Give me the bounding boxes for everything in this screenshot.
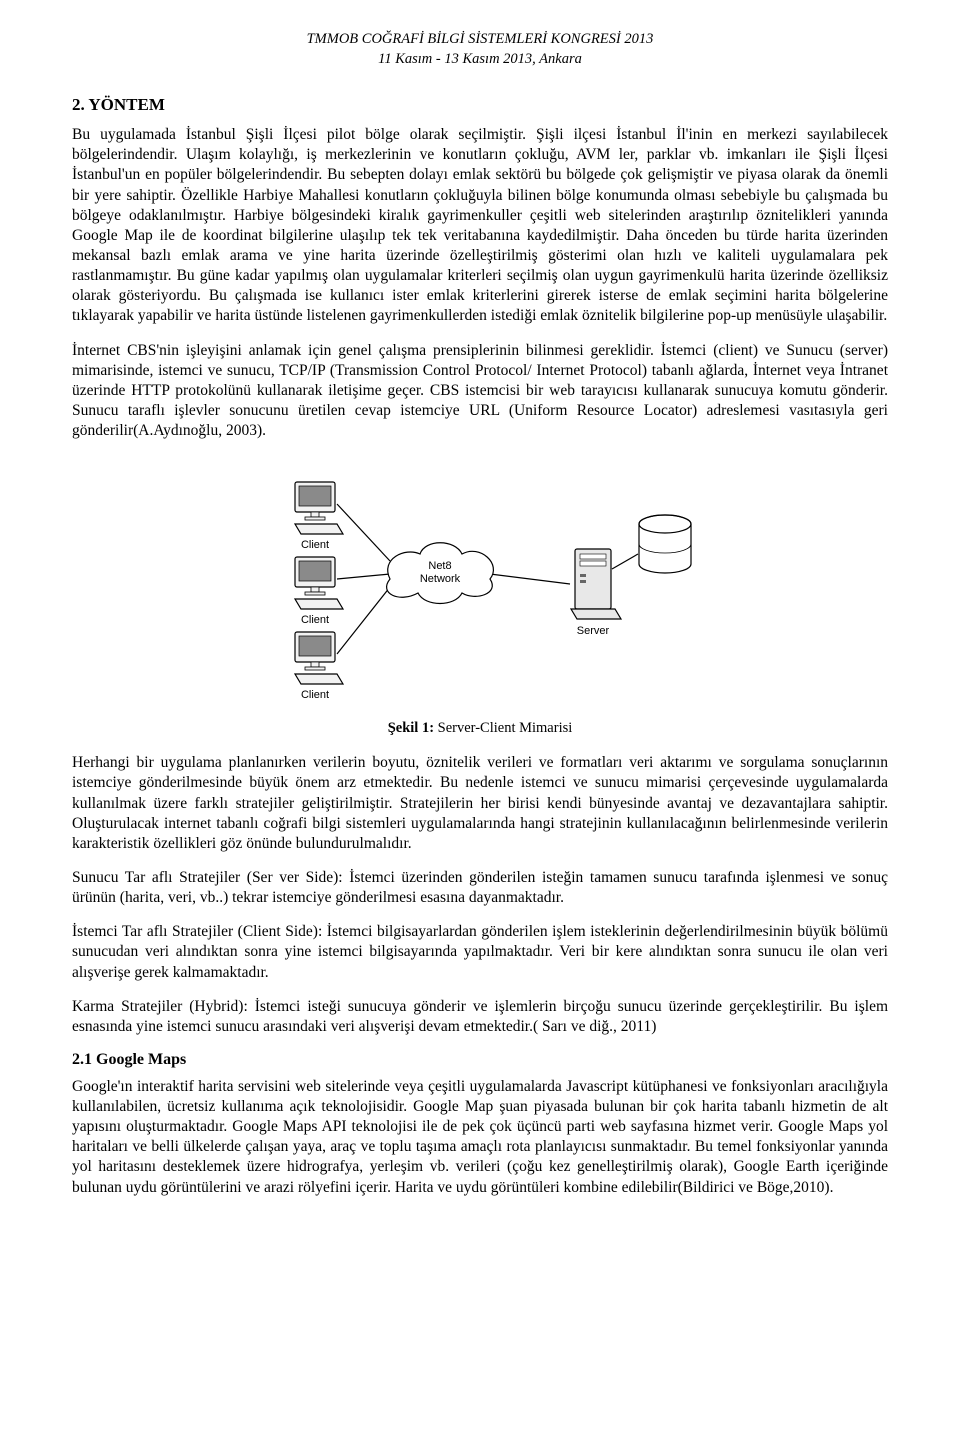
svg-text:Server: Server [577,625,610,637]
section-2-1-title: 2.1 Google Maps [72,1051,888,1069]
page: TMMOB COĞRAFİ BİLGİ SİSTEMLERİ KONGRESİ … [0,0,960,1455]
svg-text:Client: Client [301,539,329,551]
server-client-diagram: Client Client Client Net8Network Server [245,459,715,709]
paragraph-3: Herhangi bir uygulama planlanırken veril… [72,753,888,854]
running-header: TMMOB COĞRAFİ BİLGİ SİSTEMLERİ KONGRESİ … [72,30,888,69]
figure-1-caption: Şekil 1: Server-Client Mimarisi [72,720,888,737]
svg-text:Client: Client [301,614,329,626]
header-line-2: 11 Kasım - 13 Kasım 2013, Ankara [72,50,888,70]
figure-1: Client Client Client Net8Network Server [72,459,888,714]
figure-1-caption-label: Şekil 1: [388,720,434,736]
header-line-1: TMMOB COĞRAFİ BİLGİ SİSTEMLERİ KONGRESİ … [72,30,888,50]
paragraph-1: Bu uygulamada İstanbul Şişli İlçesi pilo… [72,125,888,326]
svg-text:Net8: Net8 [428,560,451,572]
svg-text:Client: Client [301,689,329,701]
section-2-title: 2. YÖNTEM [72,95,888,115]
paragraph-4: Sunucu Tar aflı Stratejiler (Ser ver Sid… [72,868,888,908]
paragraph-7: Google'ın interaktif harita servisini we… [72,1077,888,1198]
paragraph-6: Karma Stratejiler (Hybrid): İstemci iste… [72,997,888,1037]
paragraph-5: İstemci Tar aflı Stratejiler (Client Sid… [72,922,888,982]
svg-text:Network: Network [420,573,461,585]
figure-1-caption-text: Server-Client Mimarisi [434,720,572,736]
paragraph-2: İnternet CBS'nin işleyişini anlamak için… [72,341,888,442]
